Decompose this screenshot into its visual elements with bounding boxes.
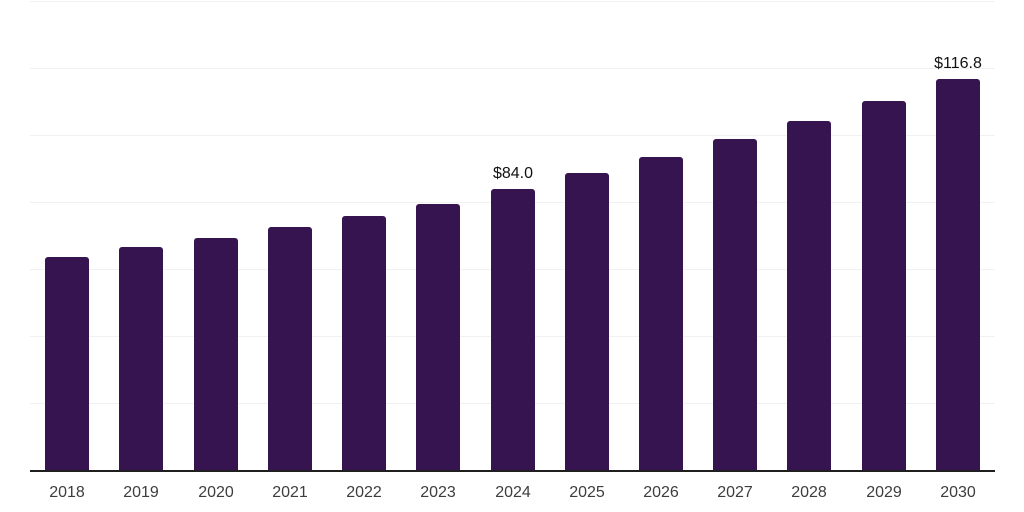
x-tick-2020: 2020	[198, 484, 234, 501]
bar-2027	[713, 139, 757, 470]
bar-2024	[491, 189, 535, 470]
x-tick-2022: 2022	[346, 484, 382, 501]
x-tick-2018: 2018	[49, 484, 85, 501]
bar-2018	[45, 257, 89, 470]
gridline-100	[30, 135, 995, 136]
x-tick-2024: 2024	[495, 484, 531, 501]
bar-2021	[268, 227, 312, 470]
x-tick-2029: 2029	[866, 484, 902, 501]
bar-2028	[787, 121, 831, 470]
x-tick-2023: 2023	[420, 484, 456, 501]
data-label-2024: $84.0	[492, 165, 534, 182]
gridline-120	[30, 68, 995, 69]
x-tick-2019: 2019	[123, 484, 159, 501]
x-tick-2030: 2030	[940, 484, 976, 501]
x-tick-2028: 2028	[791, 484, 827, 501]
x-tick-2021: 2021	[272, 484, 308, 501]
gridline-140	[30, 1, 995, 2]
x-tick-2026: 2026	[643, 484, 679, 501]
x-tick-2027: 2027	[717, 484, 753, 501]
bar-2022	[342, 216, 386, 470]
data-label-2030: $116.8	[934, 55, 982, 72]
bar-2030	[936, 79, 980, 470]
bar-2019	[119, 247, 163, 470]
bar-2026	[639, 157, 683, 470]
x-axis-line	[30, 470, 995, 472]
bar-2023	[416, 204, 460, 470]
x-tick-2025: 2025	[569, 484, 605, 501]
bar-2020	[194, 238, 238, 470]
bar-2029	[862, 101, 906, 470]
bar-2025	[565, 173, 609, 470]
